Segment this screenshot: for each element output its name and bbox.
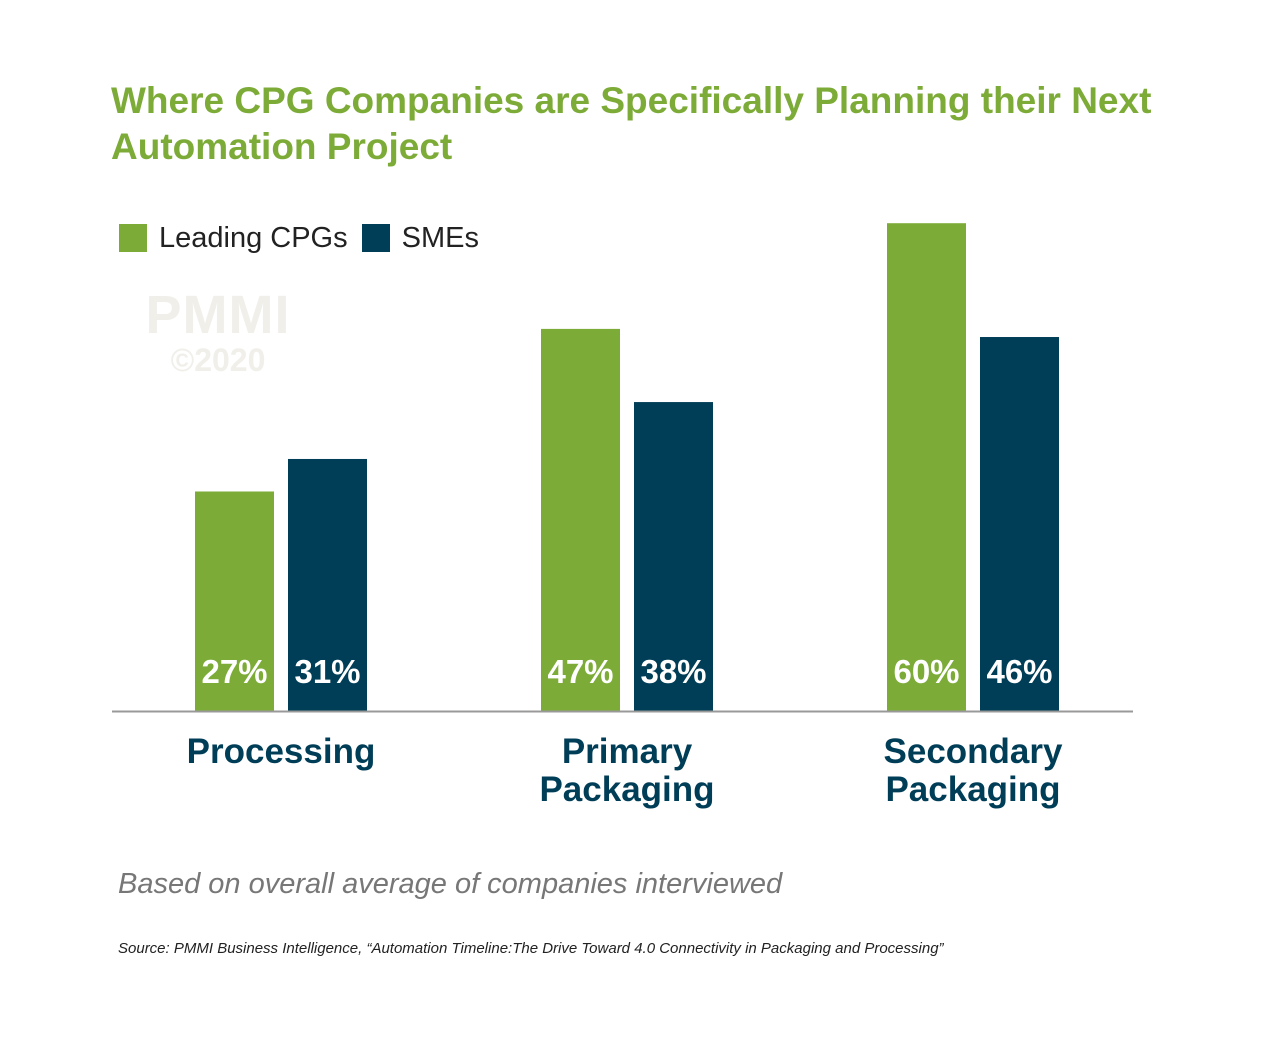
bar-leading-cpgs-1 <box>541 328 620 711</box>
data-label-leading-cpgs-2: 60% <box>893 653 959 690</box>
category-label-1-line-0: Primary <box>562 732 693 771</box>
category-label-2-line-1: Packaging <box>885 770 1060 809</box>
category-label-1-line-1: Packaging <box>539 770 714 809</box>
bar-leading-cpgs-2 <box>887 223 966 711</box>
legend: Leading CPGs SMEs <box>119 220 493 256</box>
data-label-smes-0: 31% <box>294 653 360 690</box>
watermark: PMMI ©2020 <box>112 285 324 380</box>
legend-swatch-smes <box>361 224 390 252</box>
watermark-name: PMMI <box>145 285 291 345</box>
data-label-smes-2: 46% <box>986 653 1052 690</box>
bar-smes-1 <box>634 402 713 711</box>
watermark-year: ©2020 <box>170 342 266 378</box>
category-label-0-line-0: Processing <box>187 732 376 771</box>
data-label-leading-cpgs-0: 27% <box>201 653 267 690</box>
bar-leading-cpgs-0 <box>195 491 274 711</box>
chart-title: Where CPG Companies are Specifically Pla… <box>111 80 1152 167</box>
bar-smes-2 <box>980 337 1059 711</box>
category-label-2-line-0: Secondary <box>884 732 1063 771</box>
data-label-leading-cpgs-1: 47% <box>547 653 613 690</box>
data-label-smes-1: 38% <box>640 653 706 690</box>
bar-smes-0 <box>288 458 367 711</box>
source-citation: Source: PMMI Business Intelligence, “Aut… <box>118 940 944 957</box>
legend-label-leading-cpgs: Leading CPGs <box>159 221 348 254</box>
chart-note: Based on overall average of companies in… <box>118 868 783 900</box>
legend-label-smes: SMEs <box>401 221 479 254</box>
legend-swatch-leading-cpgs <box>119 224 147 252</box>
